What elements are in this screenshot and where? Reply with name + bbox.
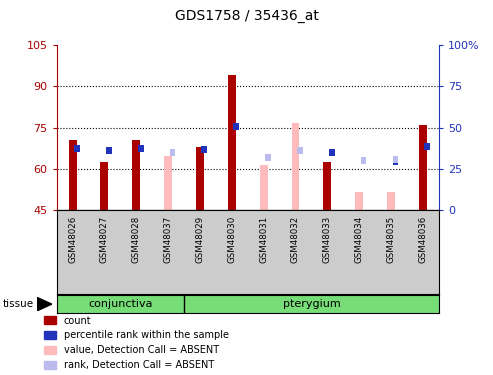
Bar: [164, 156, 172, 210]
Bar: [323, 162, 331, 210]
Bar: [106, 147, 112, 154]
Text: GSM48035: GSM48035: [387, 216, 395, 263]
Bar: [202, 146, 207, 153]
Bar: [424, 143, 430, 150]
Bar: [132, 140, 141, 210]
Bar: [291, 123, 299, 210]
Text: pterygium: pterygium: [282, 299, 340, 309]
Bar: [355, 192, 363, 210]
Text: GSM48026: GSM48026: [68, 216, 77, 263]
Legend: count, percentile rank within the sample, value, Detection Call = ABSENT, rank, : count, percentile rank within the sample…: [44, 315, 229, 370]
Text: GSM48027: GSM48027: [100, 216, 109, 263]
Text: GSM48036: GSM48036: [419, 216, 427, 263]
Bar: [387, 192, 395, 210]
Bar: [69, 140, 76, 210]
Bar: [265, 154, 271, 161]
Text: GSM48033: GSM48033: [323, 216, 332, 263]
Text: tissue: tissue: [2, 299, 34, 309]
Bar: [228, 75, 236, 210]
Text: GSM48028: GSM48028: [132, 216, 141, 263]
Bar: [138, 145, 143, 152]
Text: GSM48031: GSM48031: [259, 216, 268, 263]
Bar: [170, 149, 176, 156]
Bar: [233, 123, 239, 130]
Bar: [361, 157, 366, 164]
Text: conjunctiva: conjunctiva: [88, 299, 153, 309]
Bar: [74, 145, 80, 152]
Text: GSM48032: GSM48032: [291, 216, 300, 263]
Bar: [260, 165, 268, 210]
Bar: [196, 147, 204, 210]
Text: GSM48037: GSM48037: [164, 216, 173, 263]
Text: GSM48030: GSM48030: [227, 216, 236, 263]
Bar: [419, 125, 427, 210]
Bar: [392, 158, 398, 165]
Text: GSM48029: GSM48029: [195, 216, 205, 263]
Bar: [297, 147, 303, 154]
Bar: [329, 149, 335, 156]
Text: GSM48034: GSM48034: [354, 216, 364, 263]
Polygon shape: [37, 297, 52, 311]
Text: GDS1758 / 35436_at: GDS1758 / 35436_at: [175, 9, 318, 23]
Bar: [392, 156, 398, 163]
Bar: [101, 162, 108, 210]
